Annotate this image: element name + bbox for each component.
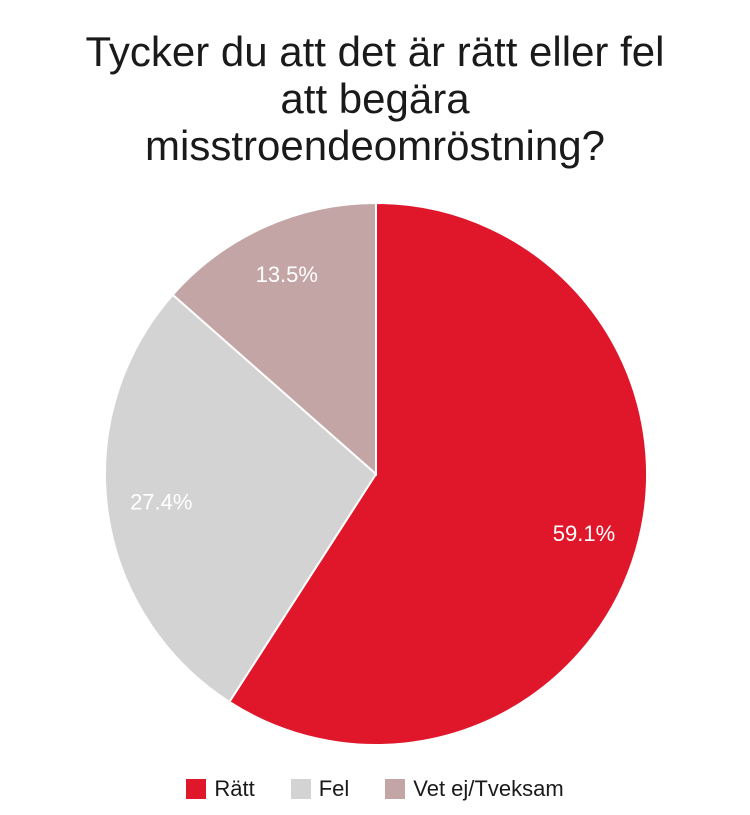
legend-label-ratt: Rätt	[214, 776, 255, 801]
chart-title-line-3: misstroendeomröstning?	[145, 122, 605, 169]
legend-label-vet-ej: Vet ej/Tveksam	[413, 776, 564, 801]
pie-label-fel: 27.4%	[130, 490, 192, 515]
legend-item-fel: Fel	[290, 776, 350, 802]
pie-slice-labels: 59.1% 27.4% 13.5%	[130, 262, 615, 546]
pie-label-ratt: 59.1%	[553, 521, 615, 546]
legend: Rätt Fel Vet ej/Tveksam	[0, 776, 750, 802]
legend-item-vet-ej: Vet ej/Tveksam	[385, 776, 564, 802]
legend-item-ratt: Rätt	[186, 776, 255, 802]
chart-title: Tycker du att det är rätt eller fel att …	[0, 28, 750, 169]
pie-slice-vet-ej	[171, 201, 377, 477]
pie-slice-ratt	[227, 201, 648, 746]
pie-slice-fel	[104, 293, 378, 704]
pie-slices	[104, 201, 648, 746]
legend-swatch-vet-ej	[385, 779, 406, 799]
chart-title-line-1: Tycker du att det är rätt eller fel	[85, 28, 665, 75]
chart-title-line-2: att begära	[280, 75, 470, 122]
legend-swatch-ratt	[186, 779, 207, 799]
legend-swatch-fel	[290, 779, 311, 799]
legend-label-fel: Fel	[318, 776, 350, 801]
pie-label-vet-ej: 13.5%	[256, 262, 318, 287]
